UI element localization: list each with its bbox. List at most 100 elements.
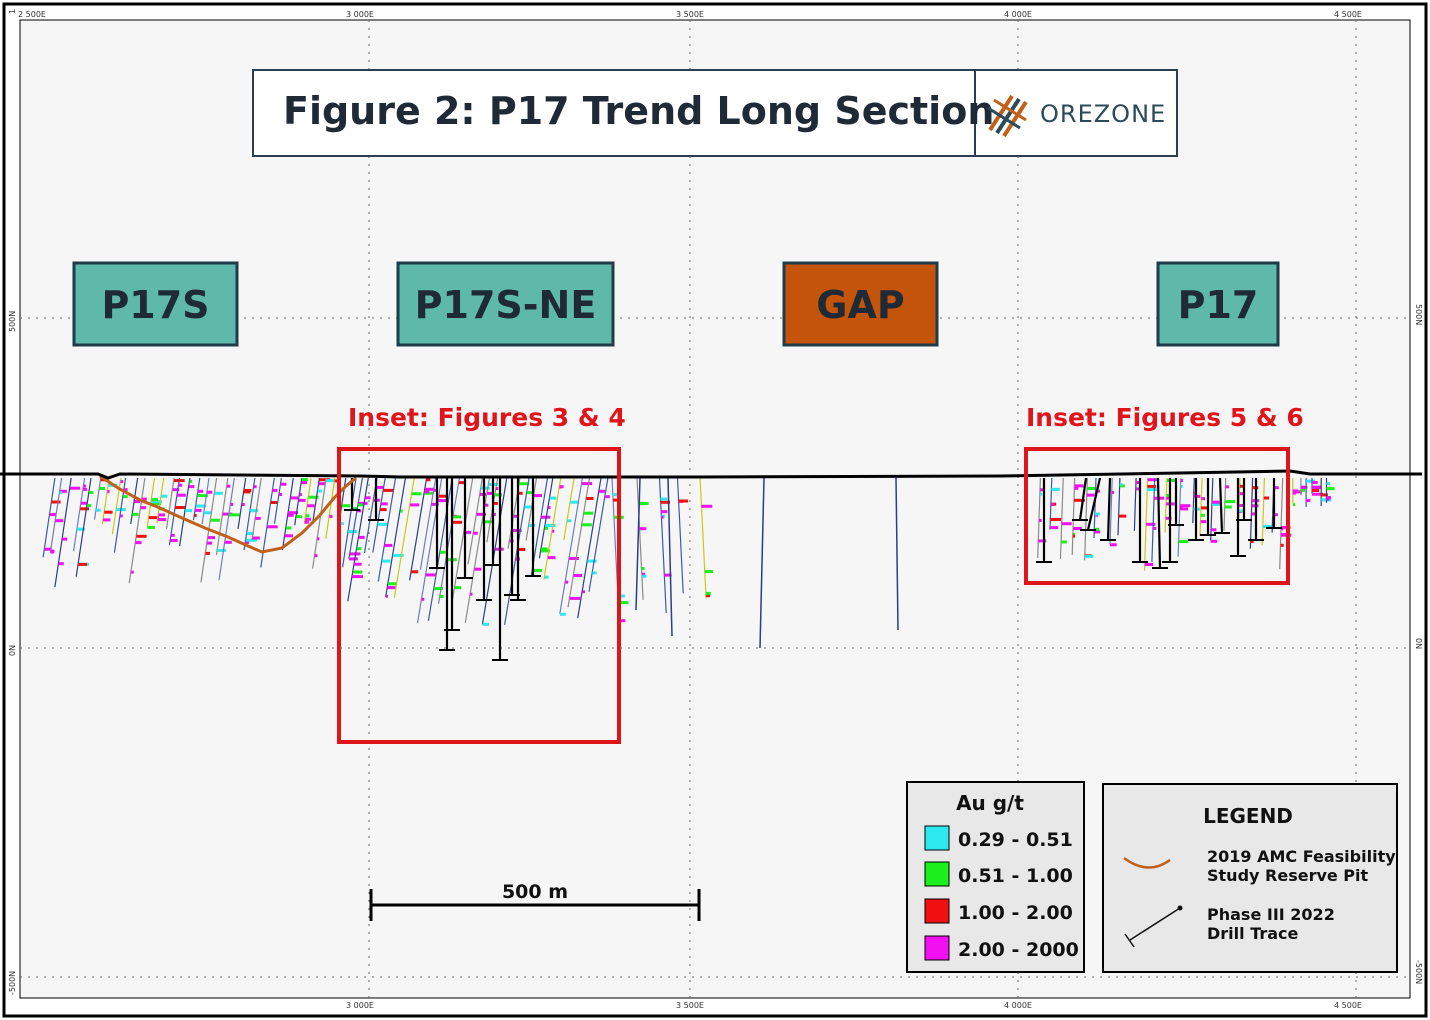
assay-interval — [641, 574, 647, 578]
assay-interval — [326, 479, 335, 483]
left-tick-label: 0N — [8, 645, 17, 656]
drill-trace — [1177, 477, 1182, 557]
drill-trace — [128, 477, 146, 584]
assay-interval — [1094, 527, 1100, 531]
legend-pit-line2: Study Reserve Pit — [1207, 866, 1369, 885]
assay-interval — [1239, 484, 1245, 488]
assay-interval — [1292, 503, 1296, 507]
assay-interval — [519, 482, 530, 486]
drill-trace — [1261, 477, 1265, 546]
assay-interval — [400, 509, 403, 513]
assay-interval — [638, 502, 649, 505]
drill-trace — [427, 477, 453, 621]
assay-interval — [58, 562, 64, 566]
drill-trace — [464, 477, 490, 623]
drill-trace — [1223, 477, 1227, 531]
assay-interval — [454, 586, 462, 590]
assay-interval — [411, 492, 422, 496]
assay-interval — [1166, 494, 1169, 497]
assay-interval — [298, 498, 306, 502]
drill-trace — [1071, 477, 1076, 556]
assay-interval — [107, 490, 110, 494]
assay-interval — [279, 493, 283, 496]
assay-interval — [352, 575, 363, 579]
assay-interval — [513, 514, 518, 518]
assay-interval — [132, 512, 139, 516]
assay-interval — [1239, 504, 1245, 507]
assay-interval — [172, 488, 180, 492]
assay-interval — [1326, 482, 1331, 485]
drill-trace — [218, 477, 235, 581]
assay-interval — [358, 535, 365, 539]
assay-interval — [44, 547, 52, 551]
reserve-pit-symbol — [1123, 856, 1171, 869]
drill-trace — [543, 477, 562, 580]
drill-trace — [699, 477, 707, 599]
scale-bar: 500 m — [369, 881, 701, 921]
assay-interval — [619, 619, 626, 623]
assay-interval — [567, 519, 572, 523]
assay-interval — [565, 580, 569, 584]
drill-trace — [215, 477, 229, 555]
assay-interval — [301, 478, 308, 481]
assay-interval — [188, 485, 195, 489]
assay-interval — [205, 551, 210, 555]
assay-interval — [1094, 530, 1101, 534]
assay-interval — [59, 491, 63, 495]
drill-trace — [348, 477, 363, 559]
assay-interval — [120, 480, 124, 484]
assay-interval — [1180, 485, 1183, 489]
assay-interval — [1074, 498, 1085, 502]
inset-box-figures-3-4: Inset: Figures 3 & 4 — [337, 403, 626, 744]
assay-interval — [434, 587, 444, 591]
bottom-tick-label: 4 000E — [1004, 1001, 1032, 1010]
assay-interval — [517, 491, 523, 495]
zone-label-p17s: P17S — [72, 261, 239, 347]
assay-interval — [1147, 484, 1157, 488]
drill-trace — [192, 477, 201, 521]
drill-trace — [101, 477, 110, 525]
legend-title: LEGEND — [1203, 804, 1293, 828]
assay-interval — [151, 498, 158, 502]
assay-interval — [252, 536, 260, 540]
assay-interval — [99, 487, 105, 490]
drill-trace — [93, 477, 102, 520]
bottom-tick-label: 4 500E — [1334, 1001, 1362, 1010]
zone-label-text: GAP — [816, 283, 904, 327]
assay-interval — [1239, 492, 1245, 496]
assay-interval — [1072, 533, 1075, 536]
drill-trace — [1210, 477, 1214, 541]
assay-interval — [1147, 488, 1158, 492]
assay-interval — [210, 518, 220, 522]
assay-interval — [55, 519, 64, 523]
assay-interval — [381, 502, 388, 506]
zone-label-text: P17 — [1178, 283, 1259, 327]
au-legend-item: 1.00 - 2.00 — [924, 898, 1073, 924]
assay-interval — [103, 518, 111, 522]
assay-interval — [1038, 539, 1047, 543]
assay-interval — [1326, 487, 1335, 491]
drill-trace — [1143, 477, 1149, 571]
assay-interval — [476, 512, 486, 516]
assay-interval — [1136, 481, 1140, 484]
assay-interval — [1280, 533, 1289, 537]
au-legend-item: 2.00 - 2000 — [924, 935, 1079, 961]
assay-interval — [1225, 485, 1229, 489]
drill-trace — [451, 477, 474, 605]
assay-interval — [613, 498, 618, 502]
assay-interval — [569, 557, 579, 560]
assay-interval — [140, 506, 146, 510]
assay-interval — [524, 505, 533, 509]
assay-interval — [317, 537, 320, 541]
assay-interval — [286, 526, 292, 530]
legend-drill-line1: Phase III 2022 — [1207, 905, 1335, 924]
assay-interval — [1061, 522, 1072, 526]
assay-interval — [547, 556, 556, 560]
assay-interval — [307, 504, 315, 508]
assay-interval — [1281, 525, 1291, 529]
drill-trace — [409, 477, 428, 581]
assay-interval — [339, 522, 344, 526]
assay-interval — [410, 503, 420, 507]
grid-lines — [20, 20, 1410, 998]
